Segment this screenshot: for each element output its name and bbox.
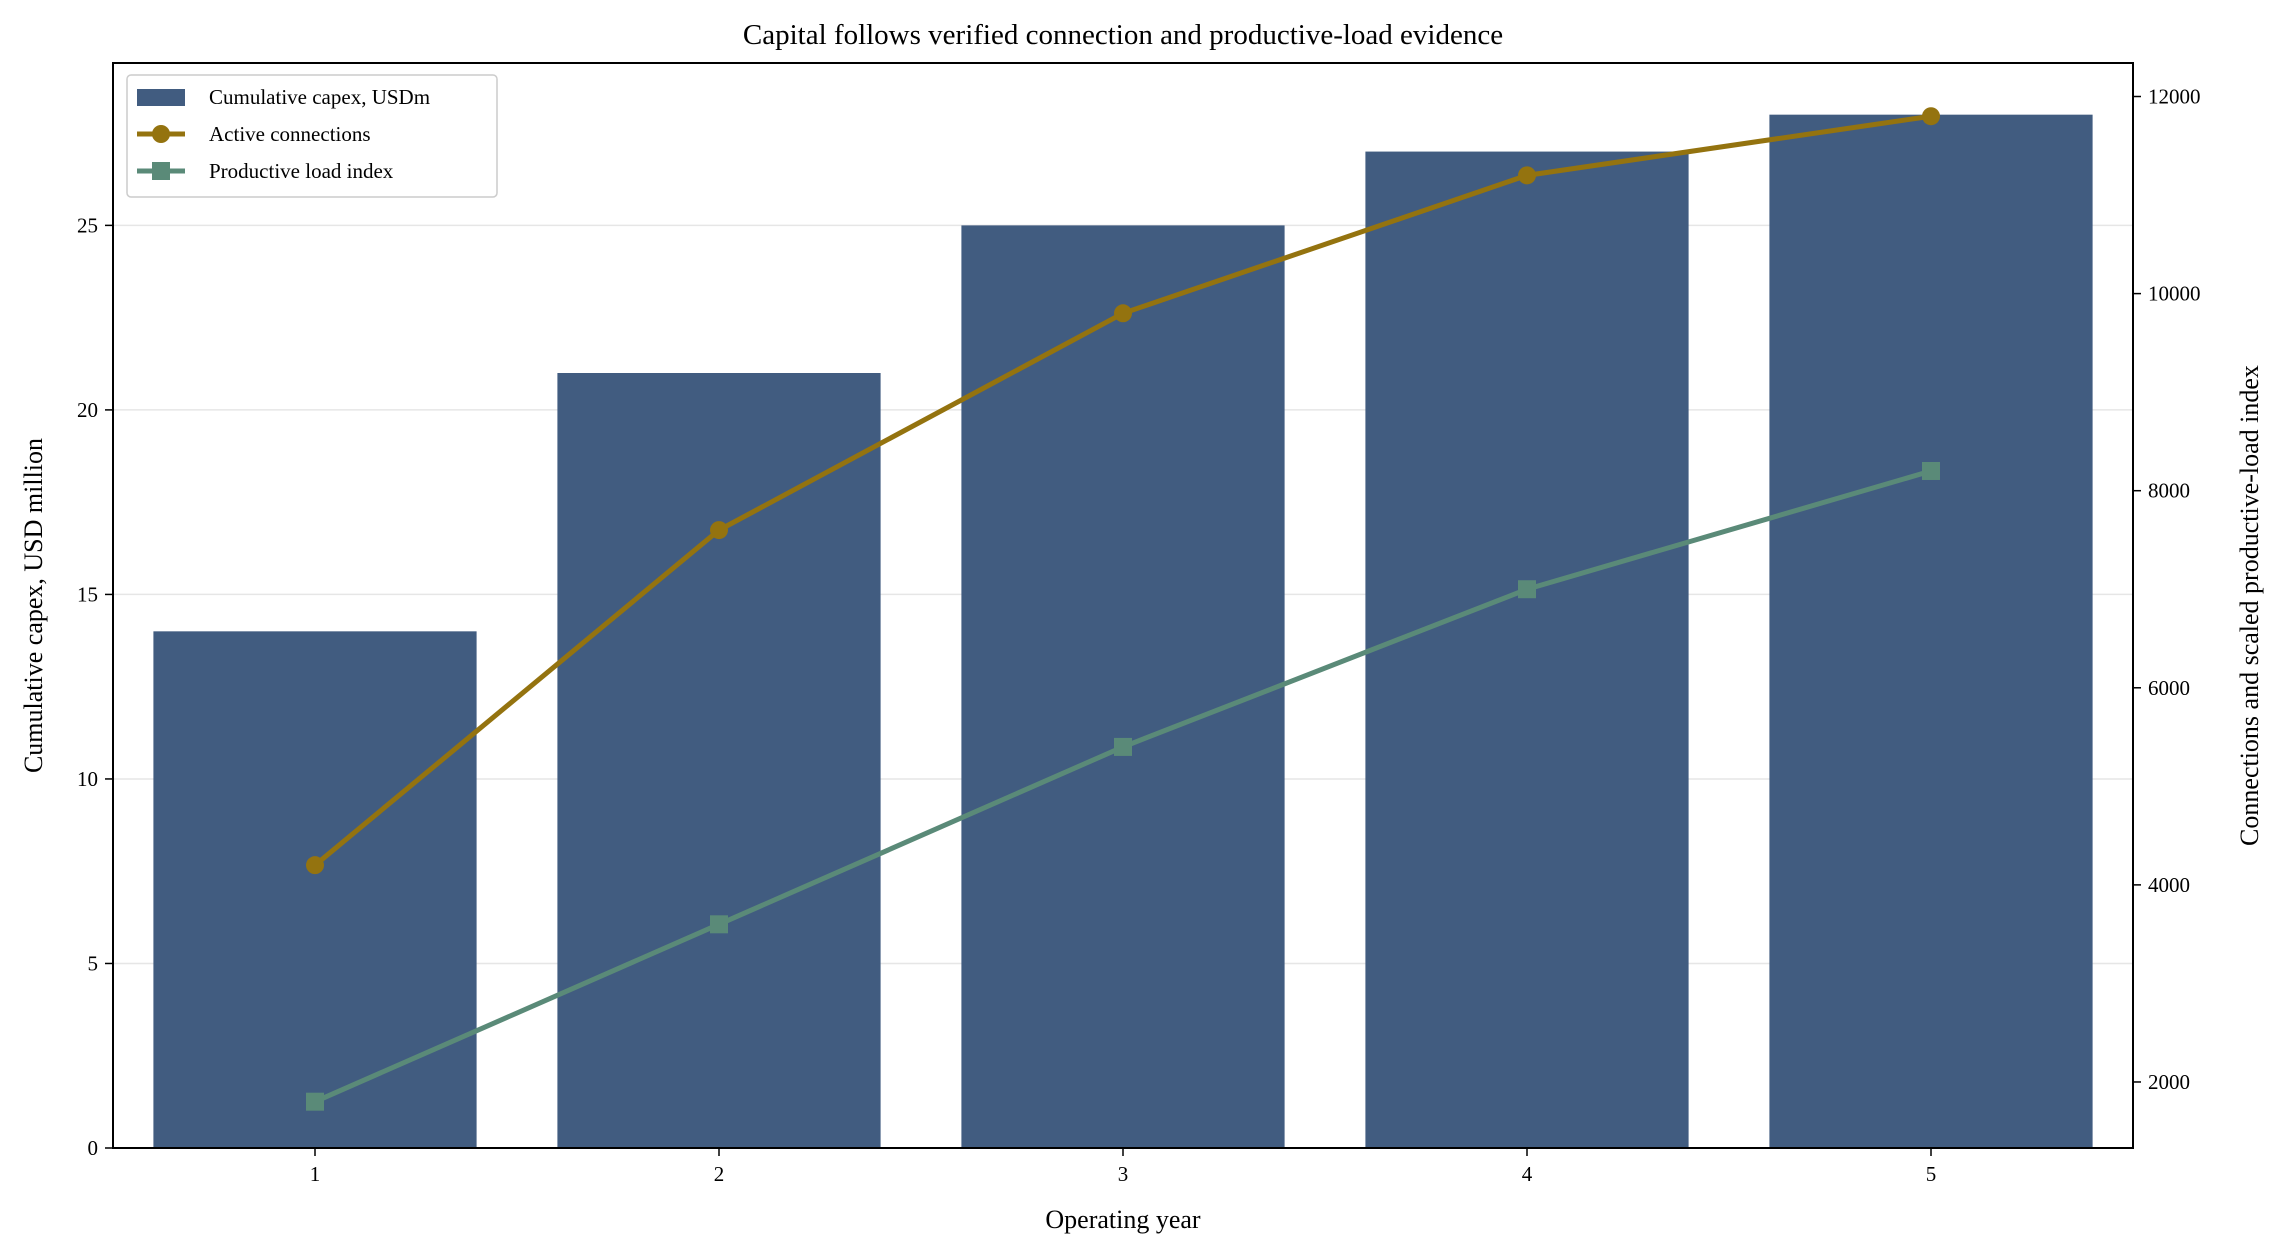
active-connections-point (1922, 107, 1940, 126)
y2-tick-label: 4000 (2148, 873, 2190, 897)
x-tick-label: 3 (1118, 1162, 1129, 1186)
x-axis-label: Operating year (1045, 1205, 1201, 1234)
active-connections-point (1518, 166, 1536, 185)
y-tick-label: 20 (77, 398, 98, 422)
capex-bar (153, 631, 477, 1148)
y2-axis-label: Connections and scaled productive-load i… (2235, 365, 2264, 846)
x-tick-label: 5 (1926, 1162, 1937, 1186)
y-tick-label: 25 (77, 213, 98, 237)
y-tick-label: 5 (88, 951, 99, 975)
legend-box (126, 74, 498, 198)
productive-load-index-point (306, 1092, 324, 1111)
legend-label: Productive load index (209, 159, 394, 183)
line-series (306, 107, 1940, 1111)
active-connections-point (710, 521, 728, 540)
y-tick-label: 15 (77, 582, 98, 606)
active-connections-point (306, 856, 324, 875)
chart-title: Capital follows verified connection and … (743, 19, 1503, 51)
legend-marker (152, 125, 170, 143)
productive-load-index-point (1922, 461, 1940, 480)
y-tick-label: 10 (77, 767, 98, 791)
legend: Cumulative capex, USDm Active connections… (126, 74, 498, 198)
active-connections-point (1114, 304, 1132, 323)
x-tick-label: 1 (310, 1162, 321, 1186)
capex-bar (557, 373, 881, 1148)
legend-swatch (137, 89, 185, 106)
x-tick-label: 4 (1522, 1162, 1533, 1186)
capex-bar (1365, 151, 1689, 1149)
legend-label: Active connections (209, 122, 371, 146)
y2-tick-label: 6000 (2148, 676, 2190, 700)
y2-tick-label: 12000 (2148, 85, 2201, 109)
y-tick-label: 0 (88, 1136, 99, 1160)
legend-marker (152, 162, 170, 180)
x-tick-label: 2 (714, 1162, 725, 1186)
y-axis-label: Cumulative capex, USD million (19, 438, 48, 773)
y2-tick-label: 10000 (2148, 282, 2201, 306)
capex-bar (961, 225, 1285, 1148)
capex-bar (1769, 114, 2093, 1149)
productive-load-index-point (710, 915, 728, 934)
y2-tick-label: 8000 (2148, 479, 2190, 503)
y2-tick-label: 2000 (2148, 1070, 2190, 1094)
productive-load-index-point (1114, 737, 1132, 756)
axes: 0 5 10 15 20 25 2000 4000 6000 8000 10000 12000 1 2 3 4… (77, 85, 2201, 1186)
productive-load-index-point (1518, 580, 1536, 599)
capex-bars (153, 114, 2093, 1149)
legend-label: Cumulative capex, USDm (209, 85, 430, 109)
